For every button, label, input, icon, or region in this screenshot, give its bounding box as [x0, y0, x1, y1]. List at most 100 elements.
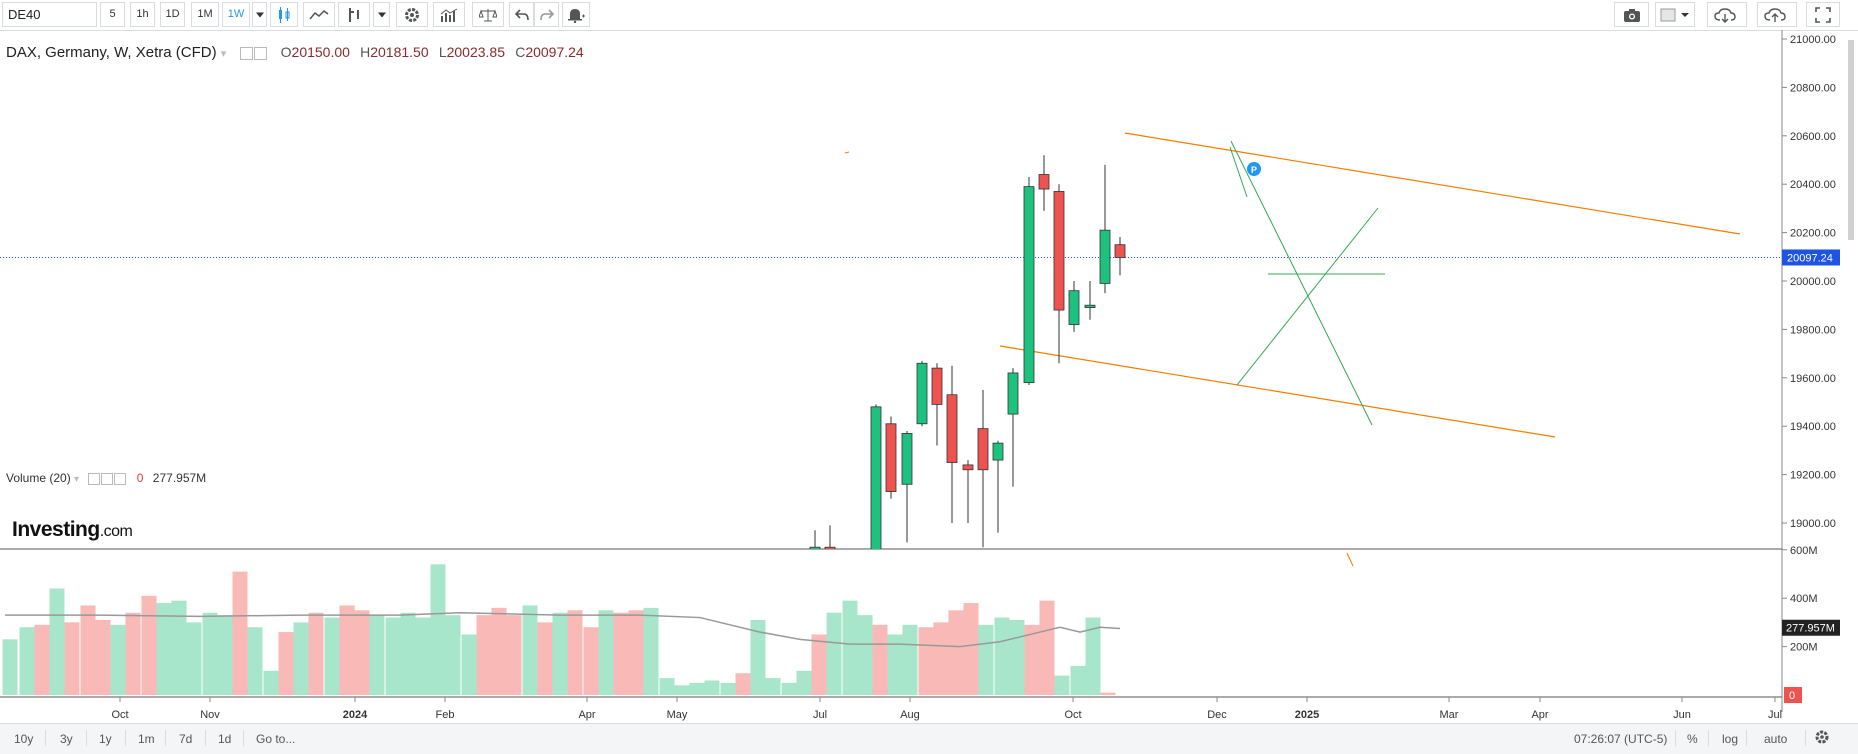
- layout-button[interactable]: [1655, 2, 1695, 27]
- volume-pane: 600M 400M 200M 0 277.957M: [2, 545, 1840, 703]
- interval-5-button[interactable]: 5: [100, 2, 125, 27]
- volume-bar: [933, 622, 949, 695]
- legend-high: 20181.50: [370, 44, 429, 60]
- log-toggle[interactable]: log: [1722, 732, 1739, 746]
- goto-button[interactable]: Go to...: [256, 732, 296, 746]
- fullscreen-icon: [1815, 6, 1831, 23]
- volume-bar: [857, 615, 873, 695]
- volume-bar: [689, 682, 705, 695]
- volume-bar: [1024, 624, 1040, 695]
- symbol-input[interactable]: DE40: [2, 2, 97, 27]
- interval-1h-button[interactable]: 1h: [130, 2, 155, 27]
- volume-bar: [95, 619, 111, 695]
- price-tick-label: 19000.00: [1790, 518, 1836, 530]
- toolbar: DE40 5 1h 1D 1M 1W: [0, 0, 1858, 31]
- volume-bar: [948, 610, 964, 695]
- price-axis: 21000.00 20800.00 20600.00 20400.00 20200.00…: [0, 30, 1854, 712]
- time-tick-label: Nov: [200, 709, 220, 721]
- volume-last-box: [1782, 619, 1840, 636]
- candle-body: [809, 546, 821, 549]
- interval-dropdown[interactable]: [252, 2, 267, 27]
- settings-icon[interactable]: [101, 472, 114, 485]
- chevron-down-icon[interactable]: ▾: [220, 48, 227, 60]
- volume-bar: [339, 605, 355, 695]
- volume-bar: [1085, 617, 1101, 695]
- redo-button[interactable]: [534, 2, 559, 27]
- volume-bar: [567, 610, 583, 695]
- undo-icon: [514, 8, 529, 20]
- volume-bar: [64, 622, 80, 695]
- range-10y-button[interactable]: 10y: [14, 732, 34, 746]
- interval-1d-button[interactable]: 1D: [160, 2, 185, 27]
- time-tick-label: Aug: [900, 709, 920, 721]
- redo-icon: [539, 8, 554, 20]
- range-3y-button[interactable]: 3y: [60, 732, 73, 746]
- settings-button[interactable]: [1814, 729, 1830, 748]
- style-dropdown[interactable]: [373, 2, 390, 27]
- volume-bar: [461, 634, 477, 695]
- volume-bar: [720, 682, 736, 695]
- volume-bar: [2, 639, 18, 695]
- alert-button[interactable]: [562, 2, 590, 27]
- last-price-label: 20097.24: [1787, 252, 1833, 264]
- candles-style-button[interactable]: [270, 2, 298, 27]
- volume-bar: [887, 634, 903, 695]
- eye-icon[interactable]: [88, 472, 101, 485]
- candle-body: [1114, 244, 1126, 258]
- cloud-download-icon: [1714, 7, 1736, 23]
- volume-bar: [125, 612, 141, 695]
- price-tick-label: 19400.00: [1790, 421, 1836, 433]
- range-1y-button[interactable]: 1y: [99, 732, 112, 746]
- auto-toggle[interactable]: auto: [1764, 732, 1788, 746]
- eye-icon[interactable]: [240, 46, 254, 60]
- screenshot-button[interactable]: [1614, 2, 1649, 27]
- settings-icon[interactable]: [254, 46, 268, 60]
- volume-legend-zero: 0: [136, 471, 144, 485]
- volume-bar: [369, 615, 385, 695]
- interval-1m-button[interactable]: 1M: [191, 2, 219, 27]
- chevron-down-icon[interactable]: ▾: [74, 474, 80, 485]
- indicators-button[interactable]: [338, 2, 370, 27]
- cloud-upload-icon: [1764, 7, 1786, 22]
- volume-bar: [232, 571, 248, 695]
- candle-body: [1084, 304, 1096, 309]
- volume-bar: [1070, 665, 1086, 695]
- volume-bar: [171, 600, 187, 695]
- volume-bar: [994, 617, 1010, 695]
- price-tick-label: 19600.00: [1790, 373, 1836, 385]
- volume-bar: [1039, 600, 1055, 695]
- volume-bar: [506, 615, 522, 695]
- line-style-button[interactable]: [303, 2, 335, 27]
- volume-tick-label: 0: [1789, 690, 1795, 702]
- candle-body: [1023, 186, 1035, 384]
- time-tick-label: Mar: [1440, 709, 1459, 721]
- volume-bar: [110, 624, 126, 695]
- volume-bar: [598, 610, 614, 695]
- candle-body: [870, 406, 882, 549]
- volume-bar: [750, 619, 766, 695]
- volume-bar: [1009, 619, 1025, 695]
- volume-bar: [141, 595, 157, 695]
- interval-1w-button[interactable]: 1W: [222, 2, 250, 27]
- time-tick-label: May: [667, 709, 688, 721]
- volume-tick-label: 200M: [1790, 642, 1818, 654]
- fullscreen-button[interactable]: [1806, 2, 1840, 27]
- range-7d-button[interactable]: 7d: [179, 732, 193, 746]
- volume-bar: [583, 627, 599, 695]
- volume-bar: [202, 612, 218, 695]
- studies-button[interactable]: [433, 2, 465, 27]
- undo-button[interactable]: [509, 2, 534, 27]
- trend-stub-1: [844, 151, 850, 154]
- settings-button[interactable]: [396, 2, 428, 27]
- range-1m-button[interactable]: 1m: [138, 732, 155, 746]
- range-1d-button[interactable]: 1d: [218, 732, 232, 746]
- volume-bar: [156, 603, 172, 695]
- volume-bar: [186, 622, 202, 695]
- cloud-load-button[interactable]: [1707, 2, 1747, 27]
- cloud-save-button[interactable]: [1757, 2, 1797, 27]
- candle-body: [885, 423, 897, 492]
- percent-toggle[interactable]: %: [1687, 732, 1698, 746]
- compare-button[interactable]: [472, 2, 504, 27]
- close-icon[interactable]: [114, 472, 127, 485]
